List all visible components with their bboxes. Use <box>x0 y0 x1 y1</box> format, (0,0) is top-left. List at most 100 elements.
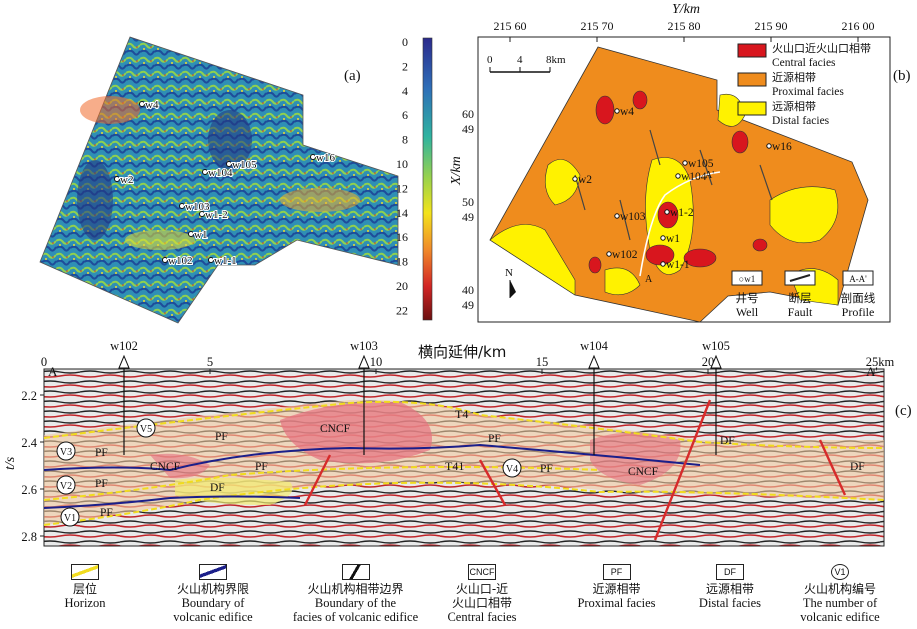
scale-8: 8km <box>546 54 566 66</box>
legend-en: 火山口相带 <box>451 596 512 610</box>
map-legend-en: Profile <box>842 305 875 319</box>
scale-4: 4 <box>517 54 523 66</box>
map-legend-symbol <box>731 270 763 286</box>
panel-c: 横向延伸/km 0 5 10 15 20 25km 2.22.42.62.8 t/s A … <box>3 339 912 547</box>
section-y-tick-label: 2.6 <box>21 483 37 497</box>
map-x-tick-label: 49 <box>462 122 474 136</box>
map-legend-fault-line <box>789 274 811 282</box>
edifice-marker <box>56 475 76 495</box>
well-marker <box>664 209 670 215</box>
well-marker <box>660 261 666 267</box>
map-legend-sym-text: A-A' <box>849 274 867 284</box>
legend-cn: 火山机构编号 <box>803 582 876 596</box>
panel-c-tag: (c) <box>895 403 912 419</box>
legend-symbol: CNCF <box>468 564 496 580</box>
legend-symbol <box>341 564 370 580</box>
legend-en-2: volcanic edifice <box>800 610 880 624</box>
map-y-tick-label: 215 70 <box>581 19 614 33</box>
section-x-tick-label: 0 <box>41 355 47 369</box>
well-label: w4 <box>620 106 634 118</box>
edifice-boundaries <box>43 443 701 509</box>
panel-b-tag: (b) <box>893 68 911 84</box>
colorbar-tick-label: 6 <box>402 108 408 122</box>
well-marker <box>614 213 620 219</box>
well-label: w105 <box>688 158 714 170</box>
section-x-tick-label: 25km <box>866 355 895 369</box>
profile-end-bottom: A <box>645 274 653 285</box>
map-legend-symbol <box>842 270 874 286</box>
legend-cn: 近源相带 <box>592 582 641 596</box>
edifice-label: V3 <box>60 447 72 458</box>
north-arrow: N <box>505 267 516 298</box>
well-marker <box>179 203 185 209</box>
well-marker <box>572 176 578 182</box>
facies-legend-en: Distal facies <box>772 115 830 127</box>
edifice-label: V4 <box>506 464 518 475</box>
legend-en: Proximal facies <box>577 596 656 610</box>
cncf-zone-3 <box>150 453 210 479</box>
section-labels: T4 T41 PF PF PF PF PF PF PF CNCF CNCF CNCF DF DF DF V1 V… <box>56 407 865 527</box>
facies-swatch <box>737 101 767 116</box>
legend-symbol <box>71 564 99 580</box>
legend-item: 火山机构界限 Boundary of volcanic edifice <box>158 558 268 624</box>
figure-legend: 层位 Horizon 火山机构界限 Boundary of volcanic edifi… <box>0 558 917 629</box>
section-x-ticks: 0 5 10 15 20 25km <box>41 355 895 374</box>
profile-end-top: A' <box>705 170 714 181</box>
section-x-tick-label: 15 <box>536 355 549 369</box>
section-y-tick-label: 2.8 <box>21 530 37 544</box>
legend-item: 火山机构相带边界 Boundary of the facies of volcani… <box>273 558 438 624</box>
well-label: w1 <box>194 229 207 241</box>
df-zone <box>175 477 293 505</box>
legend-cn: 层位 <box>72 582 97 596</box>
map-x-tick-label: 49 <box>462 298 474 312</box>
legend-en-2: Central facies <box>447 610 517 624</box>
section-left-end: A <box>48 364 58 379</box>
colorbar-tick-label: 2 <box>402 59 408 73</box>
legend-cn: 远源相带 <box>705 582 754 596</box>
edifice-label: V2 <box>60 481 72 492</box>
legend-item: CNCF 火山口-近 火山口相带 Central facies <box>432 558 532 624</box>
well-marker <box>226 161 232 167</box>
map-legend-cn: 断层 <box>789 291 812 305</box>
facies-legend-en: Central facies <box>772 57 836 69</box>
map-x-tick-label: 49 <box>462 210 474 224</box>
well-label: w105 <box>232 159 257 171</box>
well-marker <box>162 257 168 263</box>
well-label: w103 <box>620 211 646 223</box>
legend-item: DF 远源相带 Distal facies <box>690 558 770 610</box>
colorbar-tick-label: 14 <box>396 206 408 220</box>
facies-label: PF <box>215 431 228 443</box>
map-legend-cn: 井号 <box>736 291 759 305</box>
legend-cn: 火山口-近 <box>455 582 509 596</box>
facies-band <box>44 399 884 525</box>
legend-symbol: V1 <box>831 564 849 580</box>
facies-label: DF <box>850 461 865 473</box>
section-x-tick-label: 5 <box>207 355 213 369</box>
section-well-label: w105 <box>702 339 730 353</box>
facies-label: CNCF <box>320 423 350 435</box>
facies-legend-cn: 近源相带 <box>772 70 816 84</box>
facies-legend-en: Proximal facies <box>772 86 844 98</box>
well-label: w102 <box>612 249 638 261</box>
facies-label: DF <box>210 482 225 494</box>
map-x-axis-title: X/km <box>449 156 464 186</box>
well-label: w104 <box>208 167 233 179</box>
faults <box>574 129 773 241</box>
facies-label: CNCF <box>628 466 658 478</box>
north-label: N <box>505 267 513 279</box>
horizon-label: T4 <box>455 407 468 421</box>
facies-legend-cn: 远源相带 <box>772 99 816 113</box>
well-marker <box>114 176 120 182</box>
map-x-tick-label: 40 <box>462 283 474 297</box>
legend-en: Horizon <box>64 596 106 610</box>
map-legend-cn: 剖面线 <box>841 291 876 305</box>
section-x-tick-label: 20 <box>702 355 715 369</box>
panel-b: 215 60 215 70 215 80 215 90 216 00 Y/km <box>449 2 911 323</box>
facies-swatch <box>737 43 767 58</box>
